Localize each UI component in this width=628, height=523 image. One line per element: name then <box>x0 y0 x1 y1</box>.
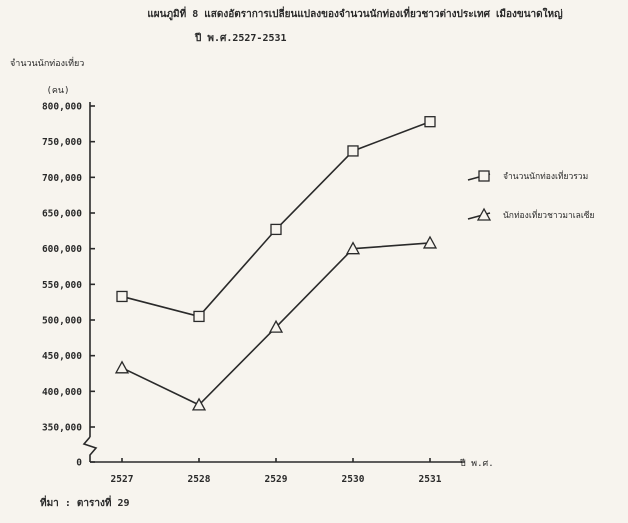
data-point <box>114 360 130 374</box>
y-tick-label: 600,000 <box>42 244 82 255</box>
y-tick-label: 750,000 <box>42 137 82 148</box>
x-tick-label: 2528 <box>188 474 211 485</box>
data-point <box>268 319 284 333</box>
x-tick-label: 2529 <box>265 474 288 485</box>
x-tick-label: 2527 <box>111 474 134 485</box>
series-1 <box>116 116 436 323</box>
data-point <box>191 397 207 411</box>
x-tick-label: 2531 <box>419 474 442 485</box>
data-point <box>345 241 361 255</box>
series-line <box>121 120 431 318</box>
source-note: ที่มา : ตารางที่ 29 <box>40 495 130 509</box>
y-axis-break <box>82 436 98 462</box>
chart-title: แผนภูมิที่ 8 แสดงอัตราการเปลี่ยนแปลงของจ… <box>147 6 563 21</box>
data-point <box>424 116 436 128</box>
legend-marker <box>476 207 492 221</box>
data-point <box>347 145 359 157</box>
y-axis-unit: (คน) <box>46 86 69 96</box>
chart-subtitle: ปี พ.ศ.2527-2531 <box>194 32 286 44</box>
data-point <box>193 310 205 323</box>
y-tick-label: 700,000 <box>42 173 82 184</box>
x-tick-label: 2530 <box>342 474 365 485</box>
series-2 <box>114 235 438 411</box>
legend-item-1: จำนวนนักท่องเที่ยวรวม <box>467 170 588 182</box>
y-axis-label: จำนวนนักท่องเที่ยว <box>10 56 84 69</box>
y-tick-label: 450,000 <box>42 351 82 362</box>
y-tick-label: 500,000 <box>42 316 82 327</box>
y-tick-label: 0 <box>76 458 82 469</box>
data-point <box>270 223 282 236</box>
legend-item-2: นักท่องเที่ยวชาวมาเลเซีย <box>467 207 595 221</box>
legend-marker <box>478 170 490 182</box>
legend-label: จำนวนนักท่องเที่ยวรวม <box>503 170 588 182</box>
y-tick-label: 400,000 <box>42 387 82 398</box>
data-point <box>422 235 438 249</box>
y-tick-label: 550,000 <box>42 280 82 291</box>
data-point <box>116 290 128 303</box>
y-tick-label: 650,000 <box>42 209 82 220</box>
y-tick-label: 350,000 <box>42 423 82 434</box>
y-tick-label: 800,000 <box>42 102 82 113</box>
x-axis-label: ปี พ.ศ. <box>460 458 494 469</box>
legend-label: นักท่องเที่ยวชาวมาเลเซีย <box>503 209 595 221</box>
